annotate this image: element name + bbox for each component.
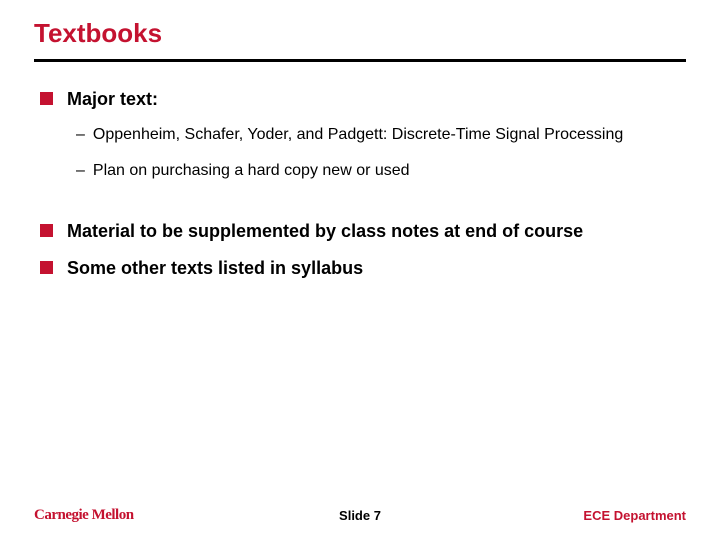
bullet-item: Major text: [40,88,686,111]
bullet-text: Some other texts listed in syllabus [67,257,363,280]
bullet-text: Material to be supplemented by class not… [67,220,583,243]
sub-bullet-item: – Plan on purchasing a hard copy new or … [76,161,686,182]
sub-bullet-list: – Oppenheim, Schafer, Yoder, and Padgett… [76,125,686,183]
square-bullet-icon [40,261,53,274]
department-label: ECE Department [583,508,686,523]
dash-icon: – [76,125,85,146]
sub-bullet-text: Plan on purchasing a hard copy new or us… [93,161,410,182]
bullet-text: Major text: [67,88,158,111]
sub-bullet-text: Oppenheim, Schafer, Yoder, and Padgett: … [93,125,623,146]
bullet-item: Material to be supplemented by class not… [40,220,686,243]
square-bullet-icon [40,92,53,105]
university-logo: Carnegie Mellon [34,507,134,524]
bullet-item: Some other texts listed in syllabus [40,257,686,280]
dash-icon: – [76,161,85,182]
spacer [40,202,686,220]
sub-bullet-item: – Oppenheim, Schafer, Yoder, and Padgett… [76,125,686,146]
square-bullet-icon [40,224,53,237]
slide-footer: Carnegie Mellon Slide 7 ECE Department [0,507,720,524]
slide-number: Slide 7 [339,508,381,523]
slide-title: Textbooks [34,18,686,49]
bullet-list: Major text: – Oppenheim, Schafer, Yoder,… [34,88,686,279]
title-rule [34,59,686,62]
slide-container: Textbooks Major text: – Oppenheim, Schaf… [0,0,720,540]
